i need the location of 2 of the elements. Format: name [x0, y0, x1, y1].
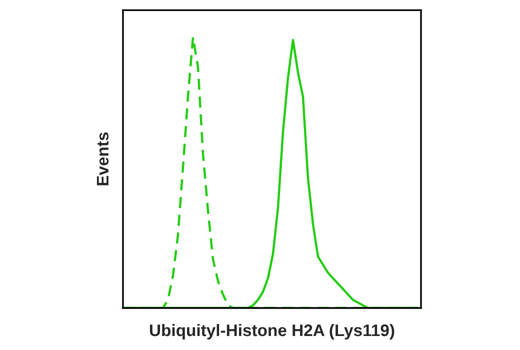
x-axis-title: Ubiquityl-Histone H2A (Lys119) [150, 324, 394, 340]
y-axis-title: Events [96, 132, 109, 186]
